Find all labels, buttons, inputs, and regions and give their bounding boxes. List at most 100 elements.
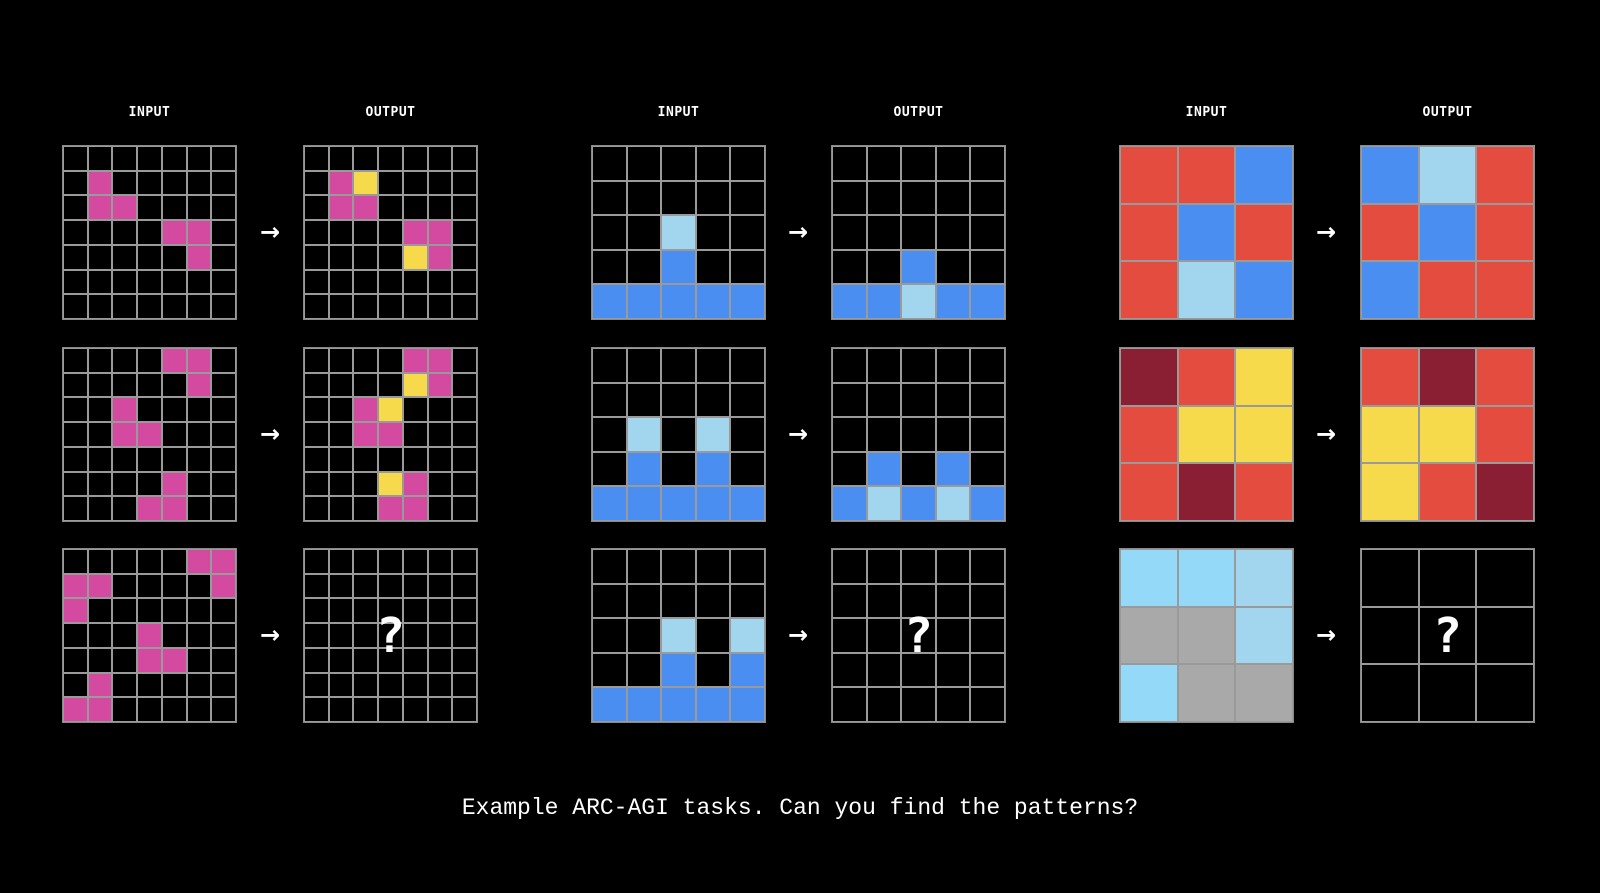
grid-cell xyxy=(730,382,765,418)
task-2-pair-1-output-grid xyxy=(831,145,1006,320)
grid-cell xyxy=(626,180,662,216)
grid-cell xyxy=(730,687,765,722)
grid-cell xyxy=(304,294,329,319)
grid-cell xyxy=(970,652,1005,688)
grid-cell xyxy=(353,549,379,574)
grid-cell xyxy=(1418,549,1477,607)
grid-cell xyxy=(661,583,696,619)
grid-cell xyxy=(1177,463,1236,521)
grid-cell xyxy=(161,146,187,171)
grid-cell xyxy=(1476,664,1534,722)
grid-cell xyxy=(1361,463,1419,521)
grid-cell xyxy=(592,215,627,250)
grid-cell xyxy=(211,549,236,574)
grid-cell xyxy=(304,598,329,624)
grid-cell xyxy=(328,598,354,624)
grid-cell xyxy=(592,549,627,584)
grid-cell xyxy=(592,618,627,653)
grid-cell xyxy=(63,647,88,673)
grid-cell xyxy=(1476,261,1534,319)
grid-cell xyxy=(866,215,902,250)
task-3-output-header: OUTPUT xyxy=(1422,105,1473,120)
grid-cell xyxy=(87,244,113,270)
grid-cell xyxy=(87,422,113,447)
grid-cell xyxy=(901,249,936,285)
grid-cell xyxy=(186,573,212,599)
grid-cell xyxy=(1120,549,1178,607)
grid-cell xyxy=(353,471,379,497)
grid-cell xyxy=(402,623,428,648)
grid-cell xyxy=(661,284,696,319)
grid-cell xyxy=(1177,348,1236,406)
grid-cell xyxy=(137,195,162,221)
grid-cell xyxy=(353,294,379,319)
grid-cell xyxy=(378,195,403,221)
grid-cell xyxy=(832,618,867,653)
grid-cell xyxy=(304,195,329,221)
arrow-right-icon: → xyxy=(1315,621,1337,649)
grid-cell xyxy=(592,451,627,487)
grid-cell xyxy=(866,146,902,181)
grid-cell xyxy=(328,146,354,171)
grid-cell xyxy=(112,672,138,698)
grid-cell xyxy=(87,269,113,295)
grid-cell xyxy=(112,623,138,648)
grid-cell xyxy=(112,146,138,171)
grid-cell xyxy=(452,496,477,521)
grid-cell xyxy=(427,220,453,245)
grid-cell xyxy=(328,170,354,196)
grid-cell xyxy=(304,573,329,599)
grid-cell xyxy=(378,269,403,295)
grid-cell xyxy=(1235,606,1293,665)
grid-cell xyxy=(427,672,453,698)
grid-cell xyxy=(1476,549,1534,607)
grid-cell xyxy=(63,294,88,319)
grid-cell xyxy=(695,549,731,584)
grid-cell xyxy=(452,220,477,245)
grid-cell xyxy=(935,687,971,722)
grid-cell xyxy=(304,348,329,373)
grid-cell xyxy=(970,348,1005,383)
task-1-pair-3-output-grid: ? xyxy=(303,548,478,723)
grid-cell xyxy=(112,573,138,599)
grid-cell xyxy=(186,446,212,472)
grid-cell xyxy=(832,180,867,216)
grid-cell xyxy=(211,397,236,423)
grid-cell xyxy=(970,549,1005,584)
grid-cell xyxy=(452,269,477,295)
grid-cell xyxy=(901,146,936,181)
grid-cell xyxy=(866,687,902,722)
grid-cell xyxy=(328,471,354,497)
grid-cell xyxy=(1418,348,1477,406)
grid-cell xyxy=(832,249,867,285)
task-3-pair-3-input-grid xyxy=(1119,548,1294,723)
grid-cell xyxy=(866,348,902,383)
grid-cell xyxy=(427,598,453,624)
grid-cell xyxy=(695,180,731,216)
grid-cell xyxy=(626,146,662,181)
grid-cell xyxy=(353,647,379,673)
grid-cell xyxy=(1235,348,1293,406)
grid-cell xyxy=(935,486,971,521)
grid-cell xyxy=(730,348,765,383)
grid-cell xyxy=(112,195,138,221)
grid-cell xyxy=(695,486,731,521)
grid-cell xyxy=(186,422,212,447)
grid-cell xyxy=(935,583,971,619)
grid-cell xyxy=(1361,348,1419,406)
grid-cell xyxy=(626,486,662,521)
grid-cell xyxy=(695,687,731,722)
grid-cell xyxy=(328,244,354,270)
grid-cell xyxy=(452,397,477,423)
grid-cell xyxy=(935,549,971,584)
grid-cell xyxy=(452,372,477,398)
grid-cell xyxy=(328,348,354,373)
grid-cell xyxy=(353,220,379,245)
grid-cell xyxy=(137,549,162,574)
grid-cell xyxy=(63,496,88,521)
grid-cell xyxy=(137,573,162,599)
grid-cell xyxy=(112,269,138,295)
task-2-input-header: INPUT xyxy=(657,105,700,120)
grid-cell xyxy=(1418,463,1477,521)
grid-cell xyxy=(901,549,936,584)
